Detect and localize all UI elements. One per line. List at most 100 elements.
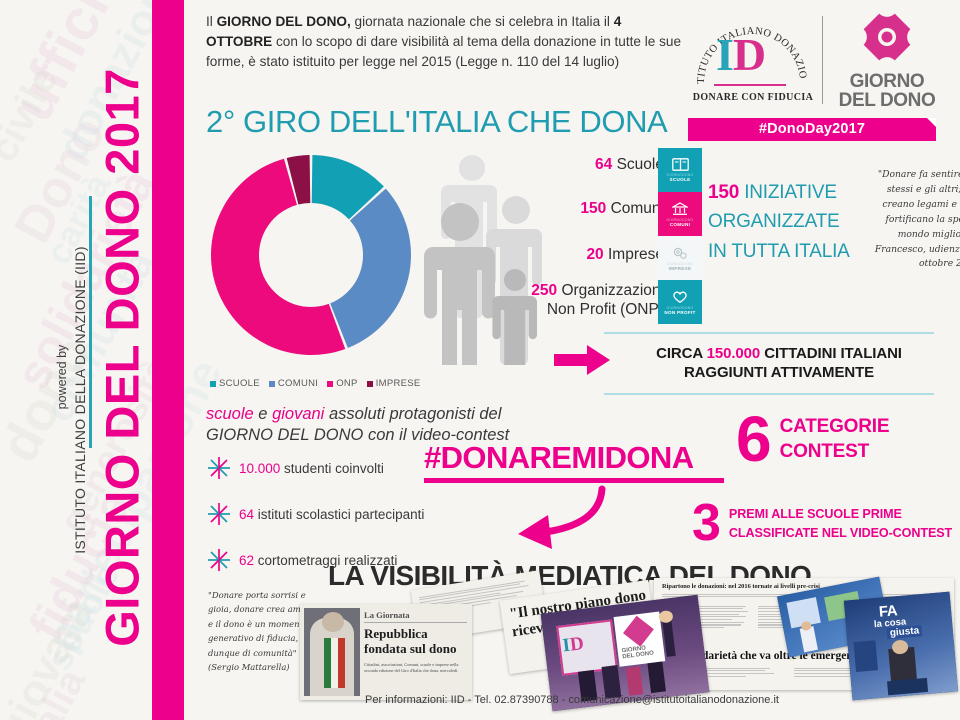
stat-scuole: 64 Scuole — [595, 156, 664, 173]
clipping-solidarieta-kicker: Ripartono le donazioni: nel 2016 tornate… — [662, 583, 820, 590]
chart-legend: SCUOLE COMUNI ONP IMPRESE — [210, 378, 420, 389]
star-bullet-icon — [208, 503, 230, 525]
gdd-line-1: GIORNO — [849, 71, 925, 92]
tile-comuni-label: COMUNI — [669, 221, 691, 227]
initiatives-number: 150 — [708, 182, 740, 203]
clipping-repubblica-body: Cittadini, associazioni, Comuni, scuole … — [364, 661, 459, 674]
tile-imprese-sub: GIORNODONO — [666, 261, 694, 266]
citizens-prefix: CIRCA — [656, 345, 707, 363]
tile-non-profit-label: NON PROFIT — [664, 309, 696, 315]
gdd-wordmark: GIORNO DEL DONO — [834, 72, 940, 111]
stat-onp: 250 Organizzazioni Non Profit (ONP) — [531, 282, 664, 319]
heart-icon — [673, 291, 687, 303]
iid-monogram: ID — [716, 29, 766, 80]
schools-lead-pink-1: scuole — [206, 405, 254, 423]
contest-prizes-labels: PREMI ALLE SCUOLE PRIME CLASSIFICATE NEL… — [729, 505, 952, 543]
stat-scuole-label: Scuole — [616, 156, 664, 173]
schools-lead-rest: assoluti protagonisti del — [324, 405, 502, 423]
stat-comuni: 150 Comuni — [580, 200, 664, 217]
donut-slice-onp — [211, 158, 346, 355]
contest-categories-label-2: CONTEST — [779, 441, 870, 463]
bullet-shortfilms-label: cortometraggi realizzati — [254, 552, 398, 568]
stat-imprese-label: Imprese — [608, 246, 664, 263]
clipping-repubblica: La Giornata Repubblica fondata sul dono … — [300, 604, 472, 700]
schools-lead-line-2: GIORNO DEL DONO con il video-contest — [206, 426, 510, 445]
bullet-students-text: 10.000 studenti coinvolti — [239, 461, 384, 476]
section-title: 2° GIRO DELL'ITALIA CHE DONA — [206, 104, 668, 139]
page-title: GIORNO DEL DONO 2017 — [95, 68, 149, 647]
bullet-institutes-number: 64 — [239, 506, 255, 522]
legend-swatch — [268, 380, 275, 387]
stat-comuni-number: 150 — [580, 200, 607, 217]
arrow-curve-icon — [518, 485, 606, 549]
tile-scuole: GIORNODONO SCUOLE — [658, 148, 702, 192]
contest-categories-label-1: CATEGORIE — [779, 415, 890, 437]
tile-scuole-sub: GIORNODONO — [666, 173, 694, 177]
stat-comuni-label: Comuni — [610, 200, 664, 217]
left-sidebar: GIORNO DEL DONO 2017 powered by ISTITUTO… — [0, 0, 152, 720]
icon-tile-column: GIORNODONO SCUOLE GIORNODONO COMUNI — [658, 148, 702, 324]
hashtag-banner: #DonoDay2017 — [688, 118, 936, 141]
tv-screenshot-fa-la-cosa-giusta: FA la cosa giusta — [843, 591, 959, 701]
star-bullet-icon — [208, 549, 230, 571]
intro-text-2: giornata nazionale che si celebra in Ita… — [350, 14, 614, 29]
powered-by-label: powered by — [55, 344, 69, 410]
citizens-line-2: RAGGIUNTI ATTIVAMENTE — [683, 364, 875, 382]
stat-onp-number: 250 — [531, 282, 558, 299]
legend-swatch — [210, 380, 216, 387]
iid-letter-i: I — [716, 29, 734, 80]
citizens-reached-block: CIRCA 150.000 CITTADINI ITALIANI RAGGIUN… — [604, 330, 954, 397]
citizens-suffix: CITTADINI ITALIANI — [760, 345, 902, 363]
intro-bold-gdd: GIORNO DEL DONO, — [216, 14, 351, 29]
arrow-right-icon — [554, 345, 610, 375]
intro-text-1: Il — [206, 14, 217, 29]
schools-lead: scuole e giovani assoluti protagonisti d… — [206, 404, 516, 447]
star-bullet-icon — [208, 457, 230, 479]
donut-slice-comuni — [330, 188, 411, 348]
bullet-shortfilms: 62 cortometraggi realizzati — [206, 547, 506, 573]
hashtag-banner-label: #DonoDay2017 — [758, 121, 866, 137]
contest-prizes-label-1: PREMI ALLE SCUOLE PRIME — [728, 507, 902, 522]
gears-icon — [673, 247, 687, 259]
main-content: Il GIORNO DEL DONO, giornata nazionale c… — [184, 0, 960, 720]
initiatives-line-1: INIZIATIVE — [739, 182, 837, 203]
bullet-students: 10.000 studenti coinvolti — [206, 455, 506, 481]
tile-non-profit-sub: GIORNODONO — [666, 305, 694, 310]
iid-ring-text: ISTITUTO ITALIANO DONAZIONE — [694, 12, 808, 84]
citizens-number: 150.000 — [706, 345, 761, 363]
legend-label: COMUNI — [277, 378, 319, 389]
legend-swatch — [327, 380, 334, 387]
citizens-rule-top — [604, 331, 934, 334]
intro-text-3: con lo scopo di dare visibilità al tema … — [206, 34, 682, 70]
contest-categories-block: 6 CATEGORIE CONTEST — [736, 407, 960, 471]
contest-prizes-label-2: CLASSIFICATE NEL VIDEO-CONTEST — [728, 525, 953, 540]
legend-item-imprese: IMPRESE — [366, 378, 421, 389]
contest-hashtag-underline — [424, 478, 724, 483]
donut-chart: SCUOLE COMUNI ONP IMPRESE — [206, 150, 420, 400]
legend-item-scuole: SCUOLE — [210, 378, 260, 389]
contest-prizes-number: 3 — [692, 494, 721, 552]
quote-mattarella: "Donare porta sorrisi e gioia, donare cr… — [208, 590, 326, 673]
people-silhouettes-icon — [424, 155, 542, 365]
logo-group: ISTITUTO ITALIANO DONAZIONE ID DONARE CO… — [684, 0, 940, 141]
bullet-shortfilms-number: 62 — [239, 552, 255, 568]
tile-imprese: GIORNODONO IMPRESE — [658, 236, 702, 280]
legend-label: IMPRESE — [375, 378, 421, 389]
pink-rail — [152, 0, 184, 720]
institute-name: ISTITUTO ITALIANO DELLA DONAZIONE (IID) — [72, 246, 88, 554]
clipping-repubblica-headline: Repubblica fondata sul dono — [364, 626, 457, 656]
intro-paragraph: Il GIORNO DEL DONO, giornata nazionale c… — [206, 12, 686, 72]
bullet-students-label: studenti coinvolti — [280, 460, 384, 476]
sidebar-divider-line — [89, 196, 92, 448]
press-clippings-collage: La Giornata Repubblica fondata sul dono … — [300, 570, 960, 712]
donut-chart-svg — [211, 155, 411, 355]
schools-bullets: 10.000 studenti coinvolti 64 istituti sc… — [206, 455, 506, 593]
iid-logo: ISTITUTO ITALIANO DONAZIONE ID DONARE CO… — [688, 8, 816, 112]
iid-tagline: DONARE CON FIDUCIA — [692, 92, 814, 103]
tile-comuni: GIORNODONO COMUNI — [658, 192, 702, 236]
initiatives-line-2: ORGANIZZATE — [708, 211, 840, 233]
clipping-solidarieta-headline: Una solidarietà che va oltre le emergenz… — [662, 650, 863, 662]
legend-item-onp: ONP — [327, 378, 358, 389]
bank-icon — [672, 201, 688, 215]
bullet-institutes-label: istituti scolastici partecipanti — [254, 506, 425, 522]
